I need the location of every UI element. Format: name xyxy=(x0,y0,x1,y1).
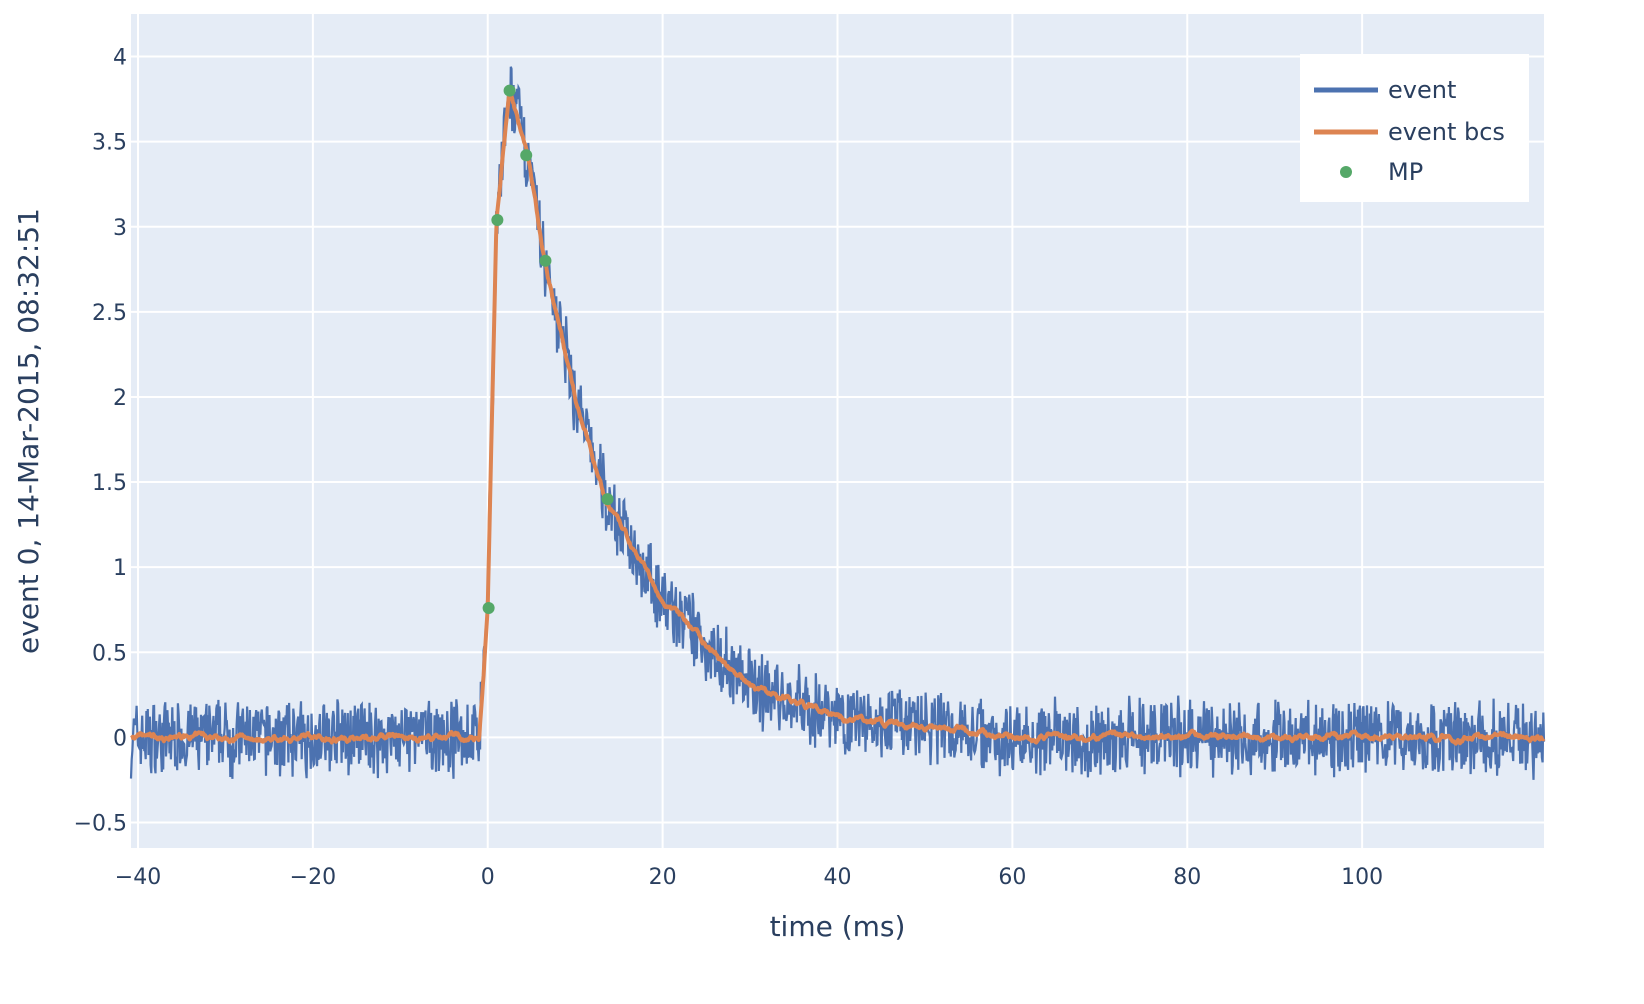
y-tick-label: 4 xyxy=(113,46,127,71)
x-tick-label: 100 xyxy=(1341,865,1383,890)
mp-point xyxy=(539,254,552,267)
x-tick-label: 20 xyxy=(649,865,677,890)
y-tick-label: 1.5 xyxy=(92,471,127,496)
x-axis-title: time (ms) xyxy=(770,910,906,943)
mp-point xyxy=(520,149,533,162)
legend-box xyxy=(1300,54,1529,202)
series-event-bcs-line xyxy=(129,88,1546,746)
x-tick-label: 0 xyxy=(481,865,495,890)
x-tick-label: 80 xyxy=(1173,865,1201,890)
series-layer xyxy=(129,66,1546,780)
x-tick-label: −40 xyxy=(115,865,161,890)
legend-mp-swatch xyxy=(1340,166,1352,178)
y-tick-label: 0.5 xyxy=(92,641,127,666)
mp-point xyxy=(601,493,614,506)
y-axis-title: event 0, 14-Mar-2015, 08:32:51 xyxy=(12,208,45,654)
legend-mp-label[interactable]: MP xyxy=(1388,158,1423,186)
x-tick-label: −20 xyxy=(290,865,336,890)
legend[interactable]: event event bcs MP xyxy=(1300,54,1529,202)
series-event-line xyxy=(129,66,1546,780)
y-tick-label: 3.5 xyxy=(92,131,127,156)
y-tick-label: 2 xyxy=(113,386,127,411)
mp-point xyxy=(491,213,504,226)
mp-point xyxy=(482,602,495,615)
tick-labels: −40 −20 0 20 40 60 80 100 −0.5 0 0.5 1 1.5 2 2.5 3 3.5 4 xyxy=(74,46,1384,890)
y-tick-label: 3 xyxy=(113,216,127,241)
legend-event-label[interactable]: event xyxy=(1388,76,1456,104)
y-tick-label: −0.5 xyxy=(74,811,127,836)
y-tick-label: 1 xyxy=(113,556,127,581)
legend-event-bcs-label[interactable]: event bcs xyxy=(1388,118,1505,146)
y-tick-label: 2.5 xyxy=(92,301,127,326)
y-tick-label: 0 xyxy=(113,726,127,751)
mp-point xyxy=(503,84,516,97)
x-tick-label: 40 xyxy=(824,865,852,890)
x-tick-label: 60 xyxy=(998,865,1026,890)
